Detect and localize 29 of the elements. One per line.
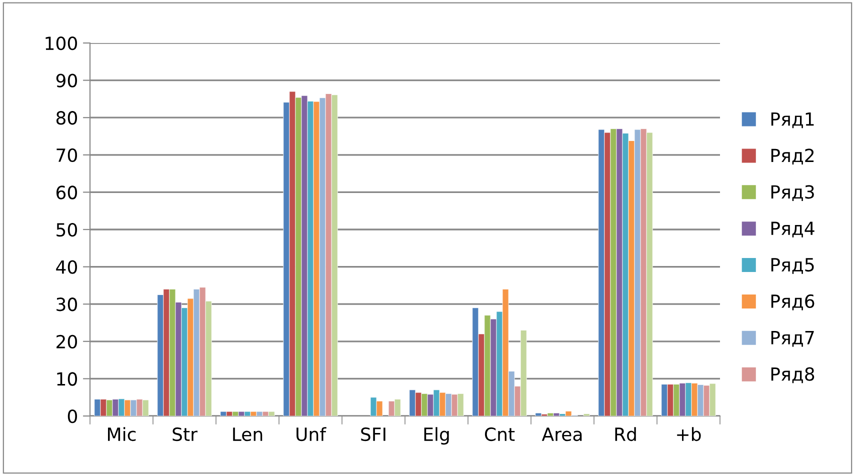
legend-label: Ряд4 [771, 222, 814, 238]
y-tick-label: 30 [56, 298, 77, 312]
x-tick-label: Area [542, 428, 582, 442]
y-tick-label: 10 [57, 372, 77, 386]
x-tick-label: Mic [108, 427, 136, 442]
x-tick-label: Str [172, 427, 198, 442]
y-tick-label: 0 [68, 409, 77, 424]
x-tick-label: Rd [615, 427, 636, 442]
y-tick-label: 60 [56, 186, 77, 200]
x-tick-label: Len [233, 428, 262, 442]
legend-label: Ряд1 [771, 112, 814, 128]
y-tick-label: 50 [56, 222, 77, 237]
x-tick-label: Cnt [484, 427, 515, 442]
legend-label: Ряд3 [771, 185, 814, 201]
legend-label: Ряд8 [771, 367, 814, 384]
y-tick-label: 70 [56, 148, 77, 162]
x-tick-label: Elg [424, 427, 449, 445]
x-tick-label: SFI [361, 427, 386, 442]
y-tick-label: 80 [56, 111, 77, 125]
y-tick-label: 20 [56, 334, 77, 349]
legend-label: Ряд5 [771, 258, 814, 274]
y-tick-label: 40 [56, 260, 77, 274]
legend-label: Ряд6 [771, 294, 814, 310]
legend-label: Ряд2 [771, 148, 814, 165]
y-tick-label: 100 [46, 36, 77, 50]
legend-label: Ряд7 [771, 331, 814, 347]
x-tick-label: +b [677, 427, 701, 442]
x-tick-label: Unf [296, 427, 326, 442]
y-tick-label: 90 [56, 74, 77, 88]
